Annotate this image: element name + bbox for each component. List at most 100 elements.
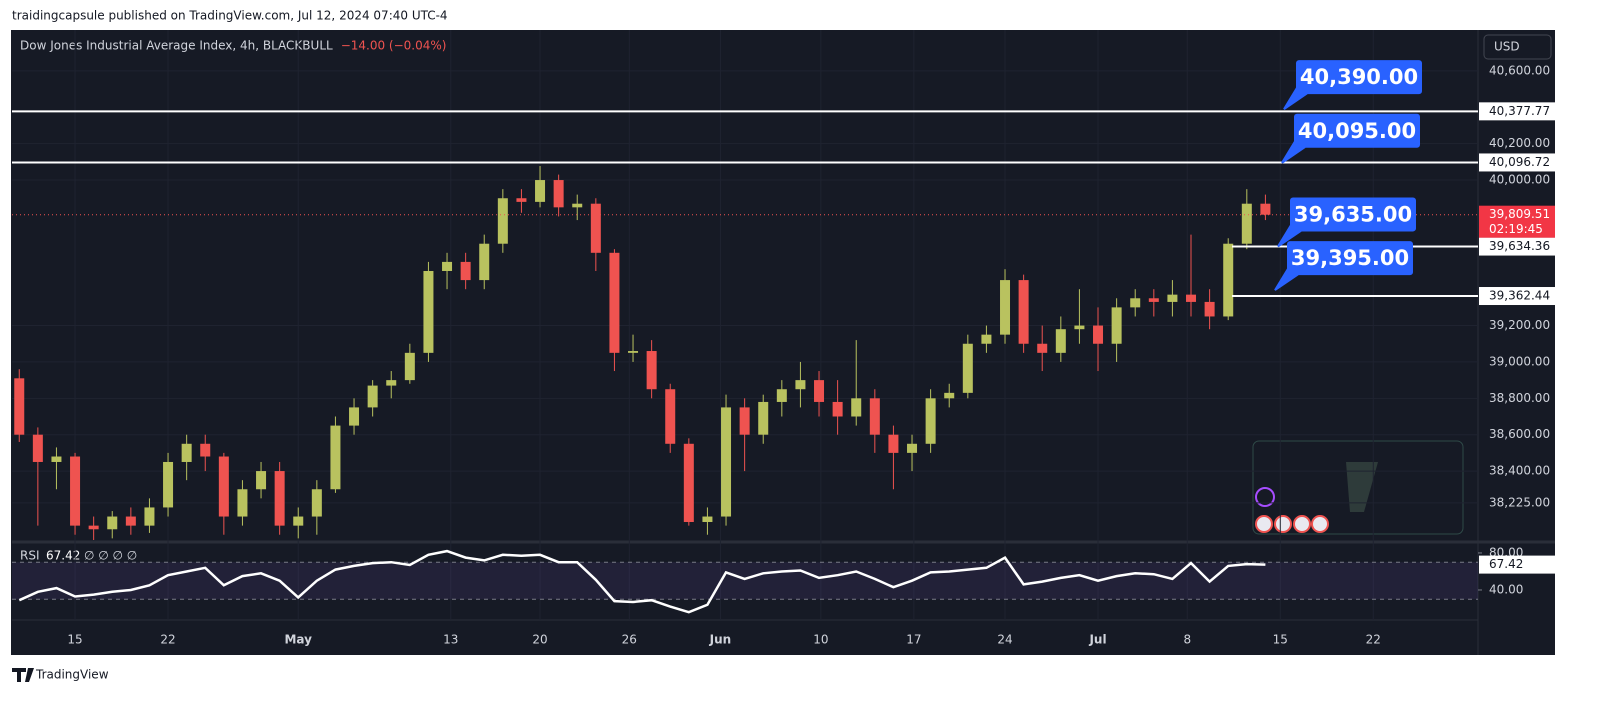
candle-body [1000,280,1011,335]
candle-body [832,401,843,417]
candle-body [869,398,880,435]
candle-body [795,380,806,390]
candle-body [181,443,192,462]
candle-body [814,380,825,402]
x-tick-label: 22 [1366,633,1381,647]
candle-body [386,380,397,386]
candle-body [293,516,304,526]
level-tag [1479,102,1555,121]
candle-body [88,525,99,530]
candle-body [200,443,211,457]
y-tick-label: 40,600.00 [1489,63,1550,77]
currency: USD [1494,40,1520,54]
rsi-value: 67.42 [46,549,80,563]
candle-body [1018,280,1029,344]
candle-body [1130,298,1141,308]
symbol-title: Dow Jones Industrial Average Index, 4h, … [20,39,333,53]
x-tick-label: 17 [906,633,921,647]
x-tick-label: 10 [813,633,828,647]
candle-body [218,456,229,517]
candle-body [683,443,694,522]
level-tag-text: 40,096.72 [1489,155,1550,169]
candle-body [1260,203,1271,215]
candle-body [516,198,527,202]
candle-body [739,407,750,435]
candle-body [367,385,378,408]
rsi-band [12,562,1478,600]
candle-body [144,507,155,526]
candle-body [497,198,508,244]
candle-body [423,270,434,353]
rsi-tick-label: 40.00 [1489,582,1523,596]
candle-body [1204,301,1215,317]
x-tick-label: 13 [443,633,458,647]
last-price-tag [1479,205,1555,238]
candle-body [776,389,787,402]
candle-body [330,425,341,490]
callout-box [1290,197,1416,232]
level-tag-text: 40,377.77 [1489,104,1550,118]
candle-body [32,434,43,462]
y-tick-label: 38,225.00 [1489,495,1550,509]
candle-body [237,489,248,517]
published-note: traidingcapsule published on TradingView… [12,9,448,23]
flag-icons[interactable] [1255,515,1329,533]
callout-box [1296,60,1422,95]
level-tag [1479,153,1555,172]
change: −14.00 (−0.04%) [341,39,447,53]
candle-body [1111,307,1122,344]
callout-text: 40,095.00 [1298,119,1416,143]
candle-body [851,398,862,417]
candle-body [349,407,360,426]
callout-text: 39,635.00 [1294,202,1412,226]
callout-box [1294,113,1420,148]
x-tick-label: 8 [1183,633,1191,647]
last-price-text: 39,809.51 [1489,207,1550,221]
candle-body [962,343,973,393]
candle-body [628,351,639,353]
y-tick-label: 40,000.00 [1489,173,1550,187]
candle-body [163,461,174,508]
x-tick-label: May [284,633,312,647]
candle-body [535,180,546,202]
event-icon[interactable] [1255,487,1275,507]
candle-body [907,443,918,453]
rsi-value-tag [1479,555,1555,574]
candle-body [721,407,732,517]
candle-body [609,252,620,353]
candle-body [125,516,136,526]
currency-button[interactable] [1483,34,1552,60]
candle-body [274,471,285,526]
x-tick-label: Jul [1088,633,1106,647]
watermark-box [1252,440,1464,535]
countdown-text: 02:19:45 [1489,222,1543,236]
brand: TradingView [35,668,109,682]
candle-body [1055,329,1066,353]
x-tick-label: 22 [160,633,175,647]
candle-body [107,516,118,530]
y-tick-label: 39,000.00 [1489,354,1550,368]
candle-body [404,352,415,381]
level-tag-text: 39,362.44 [1489,289,1550,303]
candle-body [1241,203,1252,244]
candle-body [981,334,992,344]
level-tag-text: 39,634.36 [1489,239,1550,253]
candle-body [888,434,899,453]
candle-body [925,398,936,444]
candle-body [1074,325,1085,330]
x-tick-label: 15 [67,633,82,647]
x-tick-label: Jun [709,633,732,647]
candle-body [311,489,322,517]
callout-box [1287,241,1413,276]
candle-body [944,392,955,399]
y-tick-label: 38,800.00 [1489,391,1550,405]
y-tick-label: 38,600.00 [1489,427,1550,441]
candle-body [1223,243,1234,317]
rsi-line [18,549,1266,614]
candle-body [442,261,453,271]
x-tick-label: 24 [997,633,1012,647]
callout-text: 40,390.00 [1300,65,1418,89]
candle-body [553,180,564,208]
